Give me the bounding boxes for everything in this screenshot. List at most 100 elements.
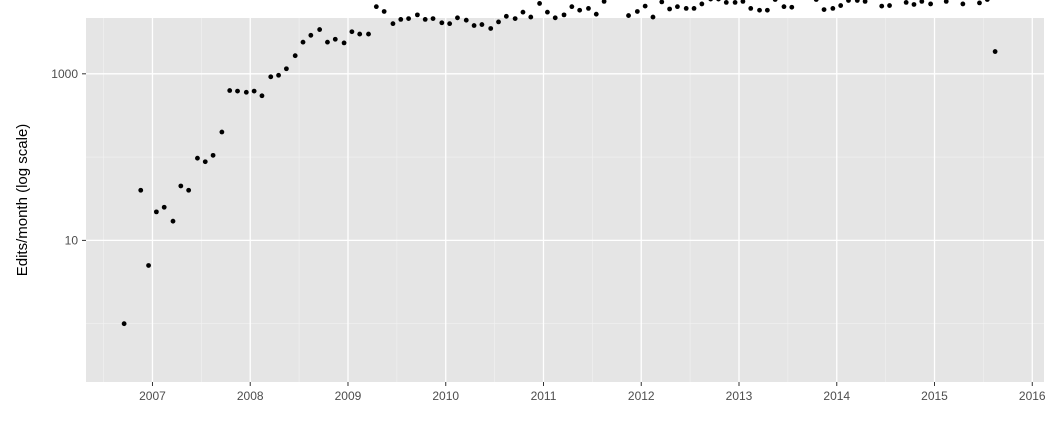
data-point [227,88,233,93]
data-point [235,88,240,94]
data-point [251,88,257,94]
data-point [862,0,868,4]
x-tick-label: 2008 [237,389,264,403]
data-point [276,72,281,78]
data-point [406,16,411,22]
x-tick-label: 2010 [432,389,459,403]
data-point [488,26,494,31]
data-point [757,7,762,13]
data-point [496,19,501,25]
major-gridlines [86,18,1044,382]
data-point [308,32,314,38]
data-point [683,5,689,11]
data-point [716,0,721,2]
data-point [398,16,404,22]
data-point [545,9,550,15]
data-point [439,20,445,26]
x-tick-label: 2011 [531,389,557,403]
y-tick-label: 10 [65,233,79,247]
data-point [357,31,363,37]
data-point [561,12,567,18]
data-point [650,14,656,20]
y-axis-title: Edits/month (log scale) [14,124,31,277]
data-point [259,93,265,99]
data-point [243,89,249,95]
data-point [121,321,127,327]
x-tick-label: 2009 [335,389,362,403]
data-point [960,1,966,7]
data-point [447,21,453,27]
data-point [593,11,599,17]
data-point [520,9,526,15]
data-point [170,218,176,224]
data-point [503,13,509,19]
data-point [146,263,151,268]
minor-gridlines [86,18,1044,382]
data-point [740,0,746,4]
data-point [537,1,542,6]
data-points [121,0,998,327]
data-point [813,0,819,2]
data-point [781,4,787,10]
data-point [178,183,184,189]
data-point [854,0,860,3]
data-point [977,0,982,6]
data-point [821,7,827,12]
data-point [202,159,208,165]
data-point [764,7,770,13]
data-point [838,3,844,8]
data-point [642,3,648,9]
data-point [903,0,909,5]
y-tick-label: 1000 [51,67,78,81]
data-point [659,0,665,5]
data-point [879,3,885,9]
data-point [552,15,558,21]
data-point [577,7,583,13]
data-point [138,187,144,193]
data-point [830,5,836,11]
data-point [846,0,851,3]
data-point [569,4,575,10]
data-point [699,1,705,7]
data-point [349,29,355,35]
data-point [455,15,460,21]
data-point [586,5,591,11]
data-point [471,23,477,28]
data-point [626,13,631,18]
x-tick-label: 2007 [139,389,166,403]
data-point [414,12,420,18]
data-point [430,16,436,22]
data-point [528,14,534,20]
data-point [887,3,892,8]
data-point [634,9,640,14]
data-point [381,9,387,14]
data-point [366,31,371,37]
data-point [195,155,200,161]
x-tick-label: 2014 [823,389,850,403]
data-point [292,53,298,59]
x-tick-label: 2012 [628,389,655,403]
data-point [691,5,697,11]
data-point [943,0,949,4]
data-point [479,22,485,27]
data-point [325,39,330,45]
data-point [332,36,338,42]
data-point [667,6,672,12]
x-axis: 2007 2008 2009 2010 2011 2012 2013 2014 2015 2016 [139,382,1046,403]
y-axis: 10 1000 [51,67,86,247]
data-point [283,66,289,72]
data-point [300,39,306,45]
data-point [601,0,607,4]
data-point [463,17,469,23]
data-point [317,27,323,32]
data-point [708,0,713,2]
data-point [153,209,159,215]
data-point [373,4,379,10]
data-point [512,16,518,22]
data-point [723,0,729,5]
data-point [928,1,934,7]
data-point [422,16,428,22]
data-point [789,4,795,10]
data-point [984,0,990,2]
